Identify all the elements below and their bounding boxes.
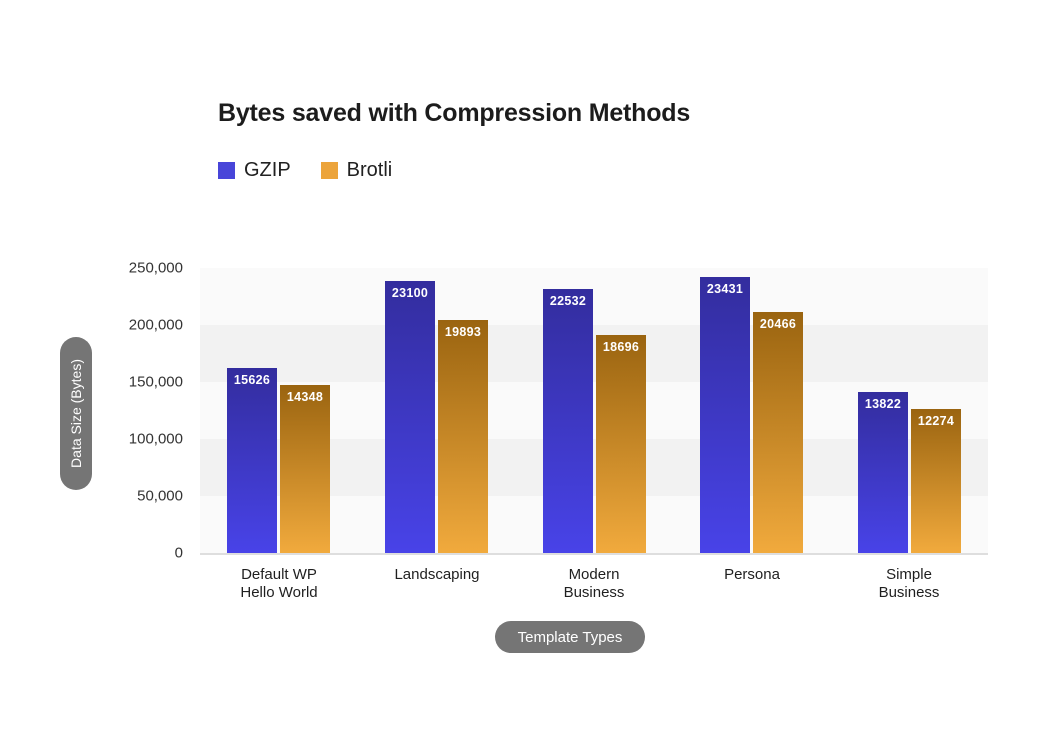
y-axis-title: Data Size (Bytes) — [68, 359, 84, 468]
bar-value-label: 23431 — [706, 282, 744, 297]
gridband-100k-50k — [200, 439, 988, 496]
y-tick-250000: 250,000 — [128, 259, 183, 277]
brotli-bar-default-wp[interactable]: 14348 — [280, 385, 330, 553]
y-tick-0: 0 — [174, 544, 183, 562]
bar-value-label: 18696 — [602, 339, 640, 354]
x-axis-title-pill: Template Types — [495, 621, 645, 653]
gridband-250k-200k — [200, 268, 988, 325]
category-label-persona: Persona — [724, 566, 780, 583]
y-tick-200000: 200,000 — [128, 316, 183, 334]
gzip-bar-modern-business[interactable]: 22532 — [543, 289, 593, 553]
bar-value-label: 19893 — [444, 324, 482, 339]
bar-group-modern-business: 22532 18696 — [543, 268, 646, 553]
legend-label-gzip: GZIP — [244, 159, 291, 181]
gzip-bar-persona[interactable]: 23431 — [700, 277, 750, 553]
x-axis-baseline — [200, 553, 988, 555]
bar-value-label: 15626 — [233, 373, 271, 388]
bar-value-label: 14348 — [286, 390, 324, 405]
gzip-bar-simple-business[interactable]: 13822 — [858, 392, 908, 553]
category-label-landscaping: Landscaping — [394, 566, 480, 583]
brotli-bar-persona[interactable]: 20466 — [753, 311, 803, 553]
gridband-50k-0 — [200, 496, 988, 553]
y-tick-150000: 150,000 — [128, 373, 183, 391]
bar-value-label: 12274 — [917, 413, 955, 428]
gridband-150k-100k — [200, 382, 988, 439]
y-tick-100000: 100,000 — [128, 430, 183, 448]
bar-group-simple-business: 13822 12274 — [858, 268, 961, 553]
brotli-bar-modern-business[interactable]: 18696 — [596, 334, 646, 553]
category-label-modern-business: Modern Business — [563, 566, 625, 601]
brotli-swatch-icon — [320, 162, 338, 179]
gridband-200k-150k — [200, 325, 988, 382]
bar-value-label: 20466 — [759, 316, 797, 331]
legend-item-brotli[interactable]: Brotli — [320, 159, 393, 182]
legend-label-brotli: Brotli — [346, 159, 393, 181]
legend-item-gzip[interactable]: GZIP — [218, 159, 291, 182]
bar-value-label: 22532 — [549, 294, 587, 309]
gzip-bar-landscaping[interactable]: 23100 — [385, 281, 435, 553]
category-label-simple-business: Simple Business — [878, 566, 940, 601]
gzip-swatch-icon — [218, 162, 235, 179]
brotli-bar-landscaping[interactable]: 19893 — [438, 319, 488, 553]
bar-group-default-wp: 15626 14348 — [227, 268, 330, 553]
chart-title: Bytes saved with Compression Methods — [218, 99, 691, 127]
x-axis-title: Template Types — [517, 628, 623, 646]
y-tick-50000: 50,000 — [137, 487, 183, 505]
plot-area: 15626 14348 23100 19893 22532 18696 — [200, 268, 988, 553]
bar-value-label: 13822 — [864, 397, 902, 412]
category-label-default-wp: Default WP Hello World — [240, 566, 318, 601]
gzip-bar-default-wp[interactable]: 15626 — [227, 368, 277, 553]
brotli-bar-simple-business[interactable]: 12274 — [911, 408, 961, 553]
bar-group-landscaping: 23100 19893 — [385, 268, 488, 553]
legend: GZIP Brotli — [218, 159, 392, 182]
bar-value-label: 23100 — [391, 286, 429, 301]
y-axis-title-pill: Data Size (Bytes) — [60, 337, 92, 490]
bar-group-persona: 23431 20466 — [700, 268, 803, 553]
